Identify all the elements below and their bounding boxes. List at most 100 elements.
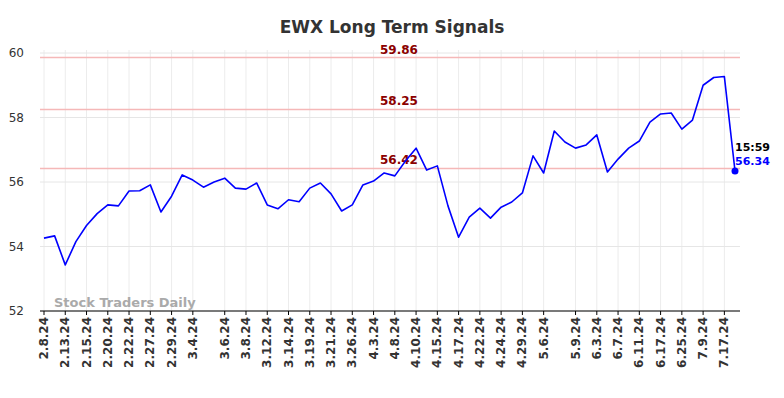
x-tick xyxy=(394,311,395,315)
x-tick xyxy=(437,311,438,315)
grid-line xyxy=(681,50,682,311)
x-tick xyxy=(596,311,597,315)
x-tick xyxy=(171,311,172,315)
last-point xyxy=(732,168,739,175)
x-tick xyxy=(618,311,619,315)
grid-line xyxy=(660,50,661,311)
x-tick xyxy=(224,311,225,315)
x-axis xyxy=(40,311,740,312)
x-tick-label: 5.6.24 xyxy=(537,317,551,360)
x-tick-label: 6.3.24 xyxy=(590,317,604,360)
grid-line xyxy=(150,50,151,311)
x-tick xyxy=(309,311,310,315)
x-tick xyxy=(703,311,704,315)
price-line xyxy=(44,77,735,265)
x-tick-label: 3.6.24 xyxy=(218,317,232,360)
chart: EWX Long Term Signals5254565860Stock Tra… xyxy=(0,0,784,398)
x-tick-label: 2.13.24 xyxy=(58,317,72,368)
x-tick-label: 2.8.24 xyxy=(37,317,51,360)
x-tick-label: 4.24.24 xyxy=(494,317,508,368)
x-tick xyxy=(288,311,289,315)
x-tick-label: 6.25.24 xyxy=(675,317,689,368)
x-tick-label: 4.22.24 xyxy=(473,317,487,368)
x-tick xyxy=(639,311,640,315)
grid-line xyxy=(522,50,523,311)
x-tick xyxy=(150,311,151,315)
x-tick-label: 2.29.24 xyxy=(165,317,179,368)
grid-line xyxy=(331,50,332,311)
signal-label: 59.86 xyxy=(380,43,418,57)
grid-line xyxy=(639,50,640,311)
y-tick-label: 54 xyxy=(9,240,24,254)
grid-line xyxy=(129,50,130,311)
grid-line xyxy=(724,50,725,311)
x-tick xyxy=(107,311,108,315)
x-tick xyxy=(192,311,193,315)
x-tick-label: 3.14.24 xyxy=(282,317,296,368)
x-tick xyxy=(681,311,682,315)
grid-line xyxy=(224,50,225,311)
grid-line xyxy=(703,50,704,311)
x-tick xyxy=(543,311,544,315)
signal-line xyxy=(40,168,740,170)
grid-line xyxy=(394,50,395,311)
x-tick-label: 4.10.24 xyxy=(409,317,423,368)
plot xyxy=(44,77,739,265)
x-tick xyxy=(660,311,661,315)
x-tick xyxy=(522,311,523,315)
signal-line xyxy=(40,109,740,111)
x-tick xyxy=(129,311,130,315)
x-tick xyxy=(267,311,268,315)
x-tick-label: 3.19.24 xyxy=(303,317,317,368)
title: EWX Long Term Signals xyxy=(280,17,505,37)
x-tick-label: 2.27.24 xyxy=(143,317,157,368)
grid-line xyxy=(245,50,246,311)
x-tick xyxy=(479,311,480,315)
x-tick-label: 3.8.24 xyxy=(239,317,253,360)
x-tick-label: 2.20.24 xyxy=(101,317,115,368)
x-tick xyxy=(44,311,45,315)
grid-line xyxy=(44,50,45,311)
grid-line xyxy=(86,50,87,311)
time-label: 15:59 xyxy=(735,141,770,154)
signal-line xyxy=(40,57,740,59)
x-tick-label: 4.3.24 xyxy=(367,317,381,360)
grid-line xyxy=(107,50,108,311)
grid-line xyxy=(171,50,172,311)
grid-line xyxy=(479,50,480,311)
y-tick-label: 60 xyxy=(9,46,24,60)
x-tick xyxy=(245,311,246,315)
x-tick-label: 3.4.24 xyxy=(186,317,200,360)
grid-line xyxy=(65,50,66,311)
grid-line xyxy=(596,50,597,311)
signal-label: 58.25 xyxy=(380,94,418,108)
grid-line xyxy=(40,311,740,312)
x-tick-label: 3.21.24 xyxy=(324,317,338,368)
grid-line xyxy=(437,50,438,311)
x-tick xyxy=(501,311,502,315)
x-tick-label: 4.29.24 xyxy=(515,317,529,368)
grid-line xyxy=(543,50,544,311)
x-tick xyxy=(458,311,459,315)
grid-line xyxy=(267,50,268,311)
grid-line xyxy=(458,50,459,311)
x-tick-label: 7.17.24 xyxy=(717,317,731,368)
x-tick xyxy=(575,311,576,315)
x-tick-label: 4.8.24 xyxy=(388,317,402,360)
x-tick xyxy=(724,311,725,315)
last-value-label: 56.34 xyxy=(735,155,770,168)
x-tick xyxy=(416,311,417,315)
grid-line xyxy=(40,117,740,118)
x-tick-label: 6.17.24 xyxy=(654,317,668,368)
x-tick-label: 6.7.24 xyxy=(611,317,625,360)
x-tick-label: 5.9.24 xyxy=(569,317,583,360)
x-tick xyxy=(86,311,87,315)
x-tick xyxy=(373,311,374,315)
y-tick-label: 56 xyxy=(9,175,24,189)
watermark: Stock Traders Daily xyxy=(54,295,196,310)
y-tick-label: 58 xyxy=(9,111,24,125)
x-tick-label: 4.15.24 xyxy=(430,317,444,368)
grid-line xyxy=(416,50,417,311)
grid-line xyxy=(575,50,576,311)
x-tick-label: 6.11.24 xyxy=(632,317,646,368)
